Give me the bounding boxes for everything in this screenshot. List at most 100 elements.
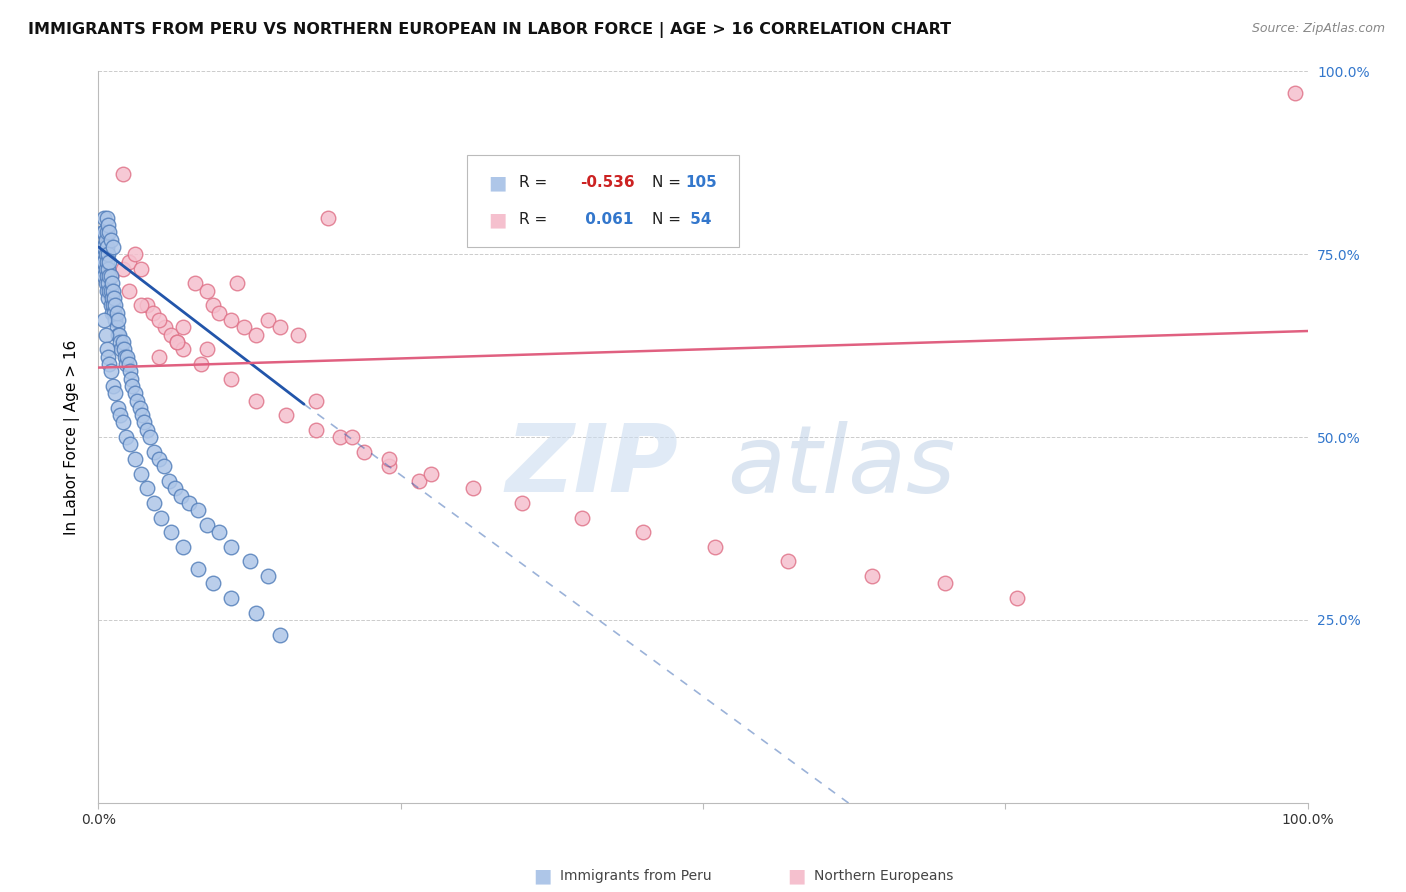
- Point: [94, 277, 117, 291]
- Point: [111, 261, 134, 276]
- Point: [107, 313, 129, 327]
- Point: [101, 298, 124, 312]
- Text: ■: ■: [787, 866, 806, 886]
- Point: [776, 554, 799, 568]
- Point: [184, 277, 207, 291]
- Text: R =: R =: [519, 212, 547, 227]
- Point: [221, 313, 243, 327]
- Text: 0.061: 0.061: [579, 212, 633, 227]
- Point: [329, 430, 352, 444]
- Point: [100, 269, 122, 284]
- Point: [150, 510, 173, 524]
- Point: [221, 540, 243, 554]
- Point: [100, 284, 122, 298]
- Point: [934, 576, 956, 591]
- Point: [98, 357, 121, 371]
- Point: [93, 211, 115, 225]
- Point: [98, 254, 121, 268]
- Point: [135, 481, 157, 495]
- Point: [103, 306, 125, 320]
- Point: [1284, 87, 1306, 101]
- Point: [93, 225, 115, 239]
- Point: [108, 327, 131, 342]
- FancyBboxPatch shape: [467, 155, 740, 247]
- Point: [111, 416, 134, 430]
- Point: [208, 525, 231, 540]
- Point: [195, 517, 218, 532]
- Y-axis label: In Labor Force | Age > 16: In Labor Force | Age > 16: [63, 340, 80, 534]
- Point: [166, 334, 188, 349]
- Point: [245, 393, 267, 408]
- Point: [342, 430, 364, 444]
- Point: [142, 306, 165, 320]
- Point: [408, 474, 430, 488]
- Point: [128, 401, 150, 415]
- Text: -0.536: -0.536: [579, 175, 634, 190]
- Point: [104, 386, 127, 401]
- Point: [101, 284, 124, 298]
- Point: [97, 350, 120, 364]
- Point: [169, 489, 191, 503]
- Point: [202, 576, 225, 591]
- Point: [256, 569, 278, 583]
- Point: [179, 496, 201, 510]
- Point: [269, 320, 291, 334]
- Point: [160, 525, 183, 540]
- Point: [94, 327, 117, 342]
- Point: [377, 452, 399, 467]
- Text: 105: 105: [685, 175, 717, 190]
- Text: N =: N =: [652, 175, 682, 190]
- Point: [97, 291, 120, 305]
- Point: [93, 269, 115, 284]
- Point: [195, 284, 218, 298]
- Point: [129, 298, 152, 312]
- Point: [104, 298, 127, 312]
- Point: [510, 496, 533, 510]
- Point: [256, 313, 278, 327]
- Point: [148, 452, 170, 467]
- Text: IMMIGRANTS FROM PERU VS NORTHERN EUROPEAN IN LABOR FORCE | AGE > 16 CORRELATION : IMMIGRANTS FROM PERU VS NORTHERN EUROPEA…: [28, 22, 952, 38]
- Point: [860, 569, 883, 583]
- Text: Source: ZipAtlas.com: Source: ZipAtlas.com: [1251, 22, 1385, 36]
- Point: [100, 291, 122, 305]
- Text: R =: R =: [519, 175, 547, 190]
- Point: [129, 261, 152, 276]
- Point: [100, 277, 122, 291]
- Point: [91, 247, 114, 261]
- Point: [208, 306, 231, 320]
- Point: [221, 591, 243, 605]
- Point: [166, 334, 188, 349]
- Point: [221, 371, 243, 385]
- Point: [195, 343, 218, 357]
- Point: [316, 211, 339, 225]
- Point: [96, 254, 118, 268]
- Point: [97, 277, 120, 291]
- Point: [148, 313, 170, 327]
- Point: [127, 393, 149, 408]
- Text: Immigrants from Peru: Immigrants from Peru: [561, 869, 711, 883]
- Point: [172, 540, 194, 554]
- Point: [107, 327, 129, 342]
- Point: [97, 218, 120, 232]
- Point: [101, 379, 124, 393]
- Point: [103, 291, 125, 305]
- Point: [139, 430, 162, 444]
- Point: [115, 430, 138, 444]
- Point: [114, 350, 136, 364]
- Text: N =: N =: [652, 212, 682, 227]
- Point: [121, 379, 143, 393]
- Point: [93, 313, 115, 327]
- Point: [110, 343, 132, 357]
- Point: [100, 364, 122, 378]
- Point: [172, 343, 194, 357]
- Point: [117, 350, 139, 364]
- Point: [97, 261, 120, 276]
- Point: [631, 525, 654, 540]
- Point: [93, 240, 115, 254]
- Point: [91, 261, 114, 276]
- Point: [115, 357, 138, 371]
- Point: [105, 320, 128, 334]
- Point: [245, 327, 267, 342]
- Point: [120, 371, 142, 385]
- Point: [269, 627, 291, 641]
